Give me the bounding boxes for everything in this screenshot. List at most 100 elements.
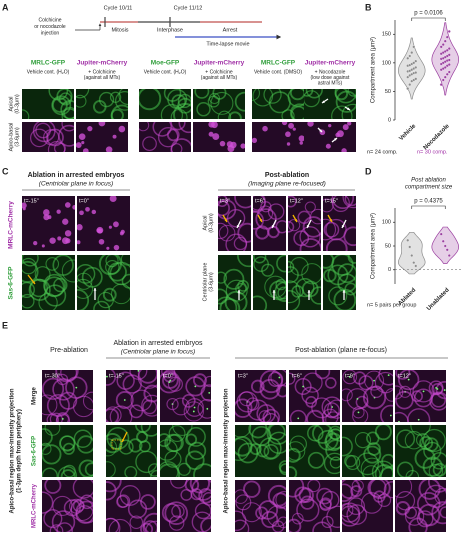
centriole	[61, 418, 64, 420]
cell-outline	[51, 95, 72, 116]
cell-outline	[142, 399, 157, 415]
label: compartment size	[405, 185, 453, 191]
label: t=6"	[255, 198, 265, 204]
cell-outline	[76, 94, 87, 108]
micrograph-texture	[235, 480, 286, 532]
cell-outline	[289, 480, 305, 498]
label: MRLC-mCherry	[8, 201, 15, 249]
cell-outline	[234, 91, 245, 112]
centriole	[373, 379, 375, 382]
y-tick-label: 100	[382, 220, 391, 226]
micrograph	[253, 196, 286, 251]
micrograph-bg	[252, 122, 304, 152]
cell-outline	[22, 255, 39, 267]
timeline	[75, 17, 282, 40]
data-point	[439, 45, 443, 49]
micrograph-texture	[307, 122, 352, 152]
cell-outline	[164, 501, 189, 526]
micrograph	[77, 255, 130, 310]
cell-outline	[58, 124, 74, 147]
blob	[342, 124, 349, 131]
label: p = 0.0106	[414, 11, 443, 17]
data-point	[439, 232, 443, 236]
cell-outline	[294, 377, 312, 396]
cell-outline	[139, 122, 150, 132]
arrow-head	[342, 290, 346, 293]
cell-outline	[152, 122, 172, 137]
cell-outline	[342, 483, 354, 502]
data-point	[406, 87, 410, 91]
cell-outline	[331, 196, 355, 210]
cell-outline	[43, 284, 67, 307]
blob	[113, 244, 120, 251]
cell-outline	[301, 263, 321, 285]
cell-outline	[272, 492, 286, 509]
cell-outline	[196, 102, 211, 117]
cell-outline	[415, 433, 430, 448]
cell-outline	[106, 408, 120, 422]
cell-outline	[170, 108, 188, 119]
micrograph-texture	[395, 370, 446, 422]
micrograph	[76, 89, 128, 119]
cell-outline	[60, 100, 74, 119]
cell-outline	[274, 281, 286, 302]
blob	[341, 148, 347, 152]
cell-outline	[200, 517, 211, 532]
y-tick-label: 50	[385, 243, 391, 249]
cell-outline	[371, 460, 393, 477]
cell-outline	[290, 105, 304, 119]
cell-outline	[124, 465, 138, 477]
cell-outline	[108, 518, 132, 532]
label: t=3"	[220, 198, 230, 204]
cell-outline	[379, 466, 393, 477]
data-point	[412, 61, 416, 65]
label: or nocodazole	[34, 24, 66, 30]
cell-outline	[57, 466, 78, 477]
cell-outline	[162, 372, 179, 389]
blob	[87, 126, 93, 132]
cell-outline	[224, 290, 248, 310]
cell-outline	[347, 89, 356, 97]
cell-outline	[331, 255, 354, 276]
label: t=12"	[290, 198, 303, 204]
label: Vehicle cont. (H₂O)	[27, 69, 70, 75]
micrograph-texture	[342, 370, 393, 422]
cell-outline	[118, 89, 128, 105]
cell-outline	[422, 428, 446, 453]
cell-outline	[51, 510, 76, 532]
data-point	[447, 47, 451, 51]
cell-outline	[291, 512, 304, 525]
micrograph	[252, 89, 304, 119]
micrograph	[342, 370, 393, 422]
label: Vehicle cont. (DMSO)	[254, 69, 302, 75]
label: Apico-basal	[8, 123, 14, 152]
micrograph	[235, 480, 286, 532]
cell-outline	[139, 89, 162, 111]
data-point	[414, 77, 418, 81]
cell-outline	[324, 377, 337, 389]
cell-outline	[307, 425, 324, 442]
arrow-head	[259, 219, 262, 222]
cell-outline	[266, 505, 286, 527]
cell-outline	[72, 480, 93, 499]
cell-outline	[305, 396, 318, 408]
x-tick-label: Unablated	[426, 287, 451, 312]
label: Centriolar plane	[202, 263, 208, 302]
cell-outline	[424, 484, 446, 508]
centriole	[123, 399, 126, 401]
micrograph	[160, 425, 211, 477]
cell-outline	[302, 372, 323, 393]
cell-outline	[70, 498, 93, 522]
label: t=-15"	[24, 198, 39, 204]
cell-outline	[169, 515, 185, 531]
cell-outline	[341, 103, 356, 119]
cell-outline	[48, 89, 69, 101]
blob	[22, 202, 27, 209]
cell-outline	[294, 486, 312, 504]
arrow-head	[341, 225, 345, 228]
panel-letter: E	[2, 320, 8, 330]
label: Time-lapse movie	[206, 41, 249, 47]
cell-outline	[140, 494, 156, 510]
cell-outline	[266, 425, 286, 445]
micrograph	[139, 122, 191, 152]
